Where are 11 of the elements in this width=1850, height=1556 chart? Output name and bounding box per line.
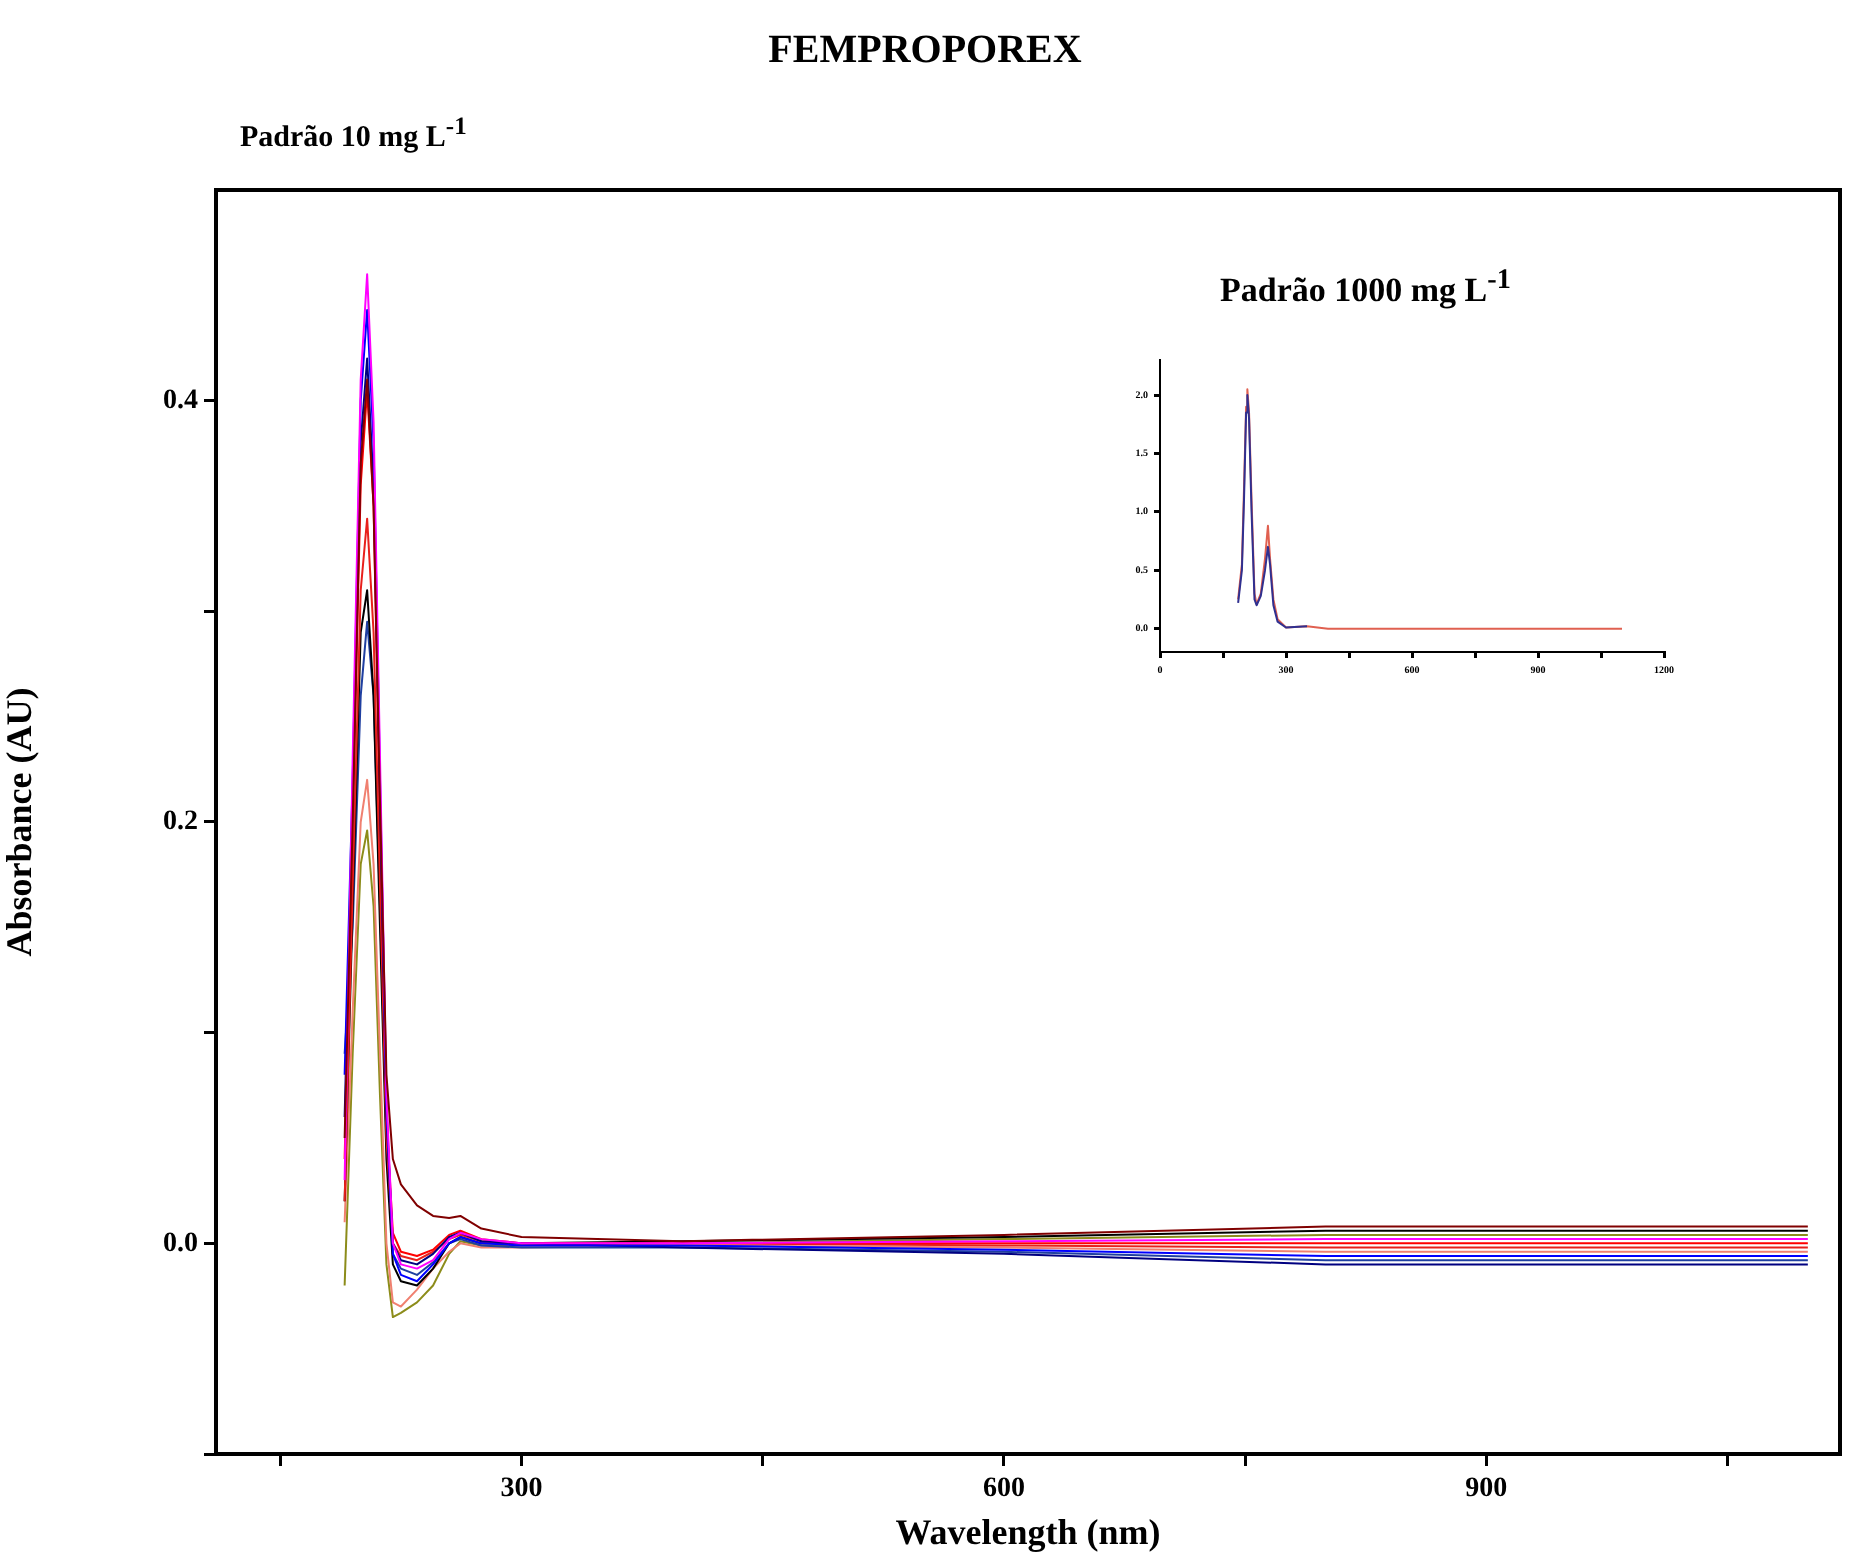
x-axis-title: Wavelength (nm) xyxy=(895,1511,1161,1552)
x-tick-label: 300 xyxy=(500,1474,543,1505)
y-axis-title: Absorbance (AU) xyxy=(0,687,39,957)
y-tick-label: 0.4 xyxy=(163,385,198,416)
y-tick-label: 0.2 xyxy=(163,807,198,838)
chart-title: FEMPROPOREX xyxy=(766,28,1084,74)
y-tick-label: 0.0 xyxy=(163,1228,198,1259)
x-tick-label: 600 xyxy=(982,1474,1025,1505)
x-tick-label: 900 xyxy=(1465,1474,1508,1505)
chart-title: Padrão 1000 mg L$^{-1}$ xyxy=(1220,264,1511,312)
chart-subtitle: Padrão 10 mg L$^{-1}$ xyxy=(240,112,467,156)
